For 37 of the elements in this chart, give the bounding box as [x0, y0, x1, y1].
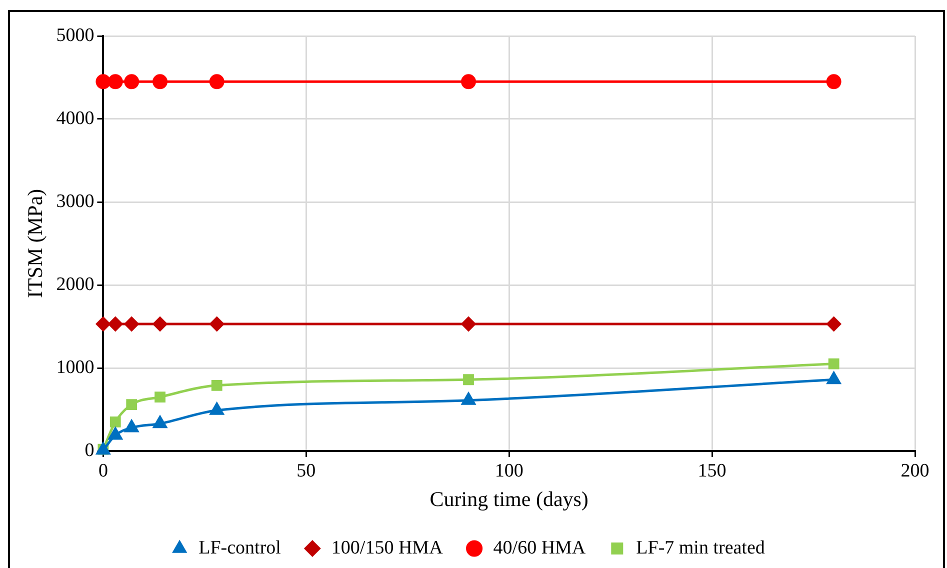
point — [463, 374, 474, 386]
legend-label: LF-control — [198, 537, 281, 558]
x-tick-label: 0 — [98, 460, 108, 482]
y-axis-title: ITSM (MPa) — [23, 188, 48, 298]
point — [124, 316, 140, 332]
point — [152, 316, 168, 332]
point — [828, 358, 840, 370]
point — [108, 316, 123, 332]
point — [154, 392, 166, 402]
point — [108, 74, 123, 90]
legend-label: 100/150 HMA — [331, 537, 444, 558]
point — [826, 74, 842, 90]
point — [124, 74, 140, 90]
point — [96, 74, 111, 90]
x-tick-label: 150 — [698, 460, 726, 482]
point — [461, 74, 476, 90]
point — [826, 316, 842, 332]
x-tick-label: 100 — [494, 460, 524, 482]
x-tick-label: 50 — [296, 460, 316, 482]
point — [211, 380, 222, 391]
y-tick-label: 1000 — [56, 356, 94, 378]
y-tick-label: 5000 — [56, 24, 94, 46]
point — [110, 416, 121, 428]
x-axis-title: Curing time (days) — [430, 486, 588, 511]
y-tick-label: 0 — [84, 440, 94, 461]
point — [209, 74, 224, 90]
y-tick-label: 3000 — [56, 190, 94, 212]
legend-label: 40/60 HMA — [493, 537, 586, 558]
x-tick-label: 200 — [900, 460, 930, 482]
y-tick-label: 4000 — [56, 108, 94, 129]
point — [461, 316, 476, 332]
point — [152, 74, 168, 90]
y-tick-label: 2000 — [56, 274, 94, 295]
legend-label: LF-7 min treated — [636, 537, 766, 558]
point — [209, 316, 224, 332]
point — [96, 316, 111, 332]
point — [126, 399, 138, 410]
